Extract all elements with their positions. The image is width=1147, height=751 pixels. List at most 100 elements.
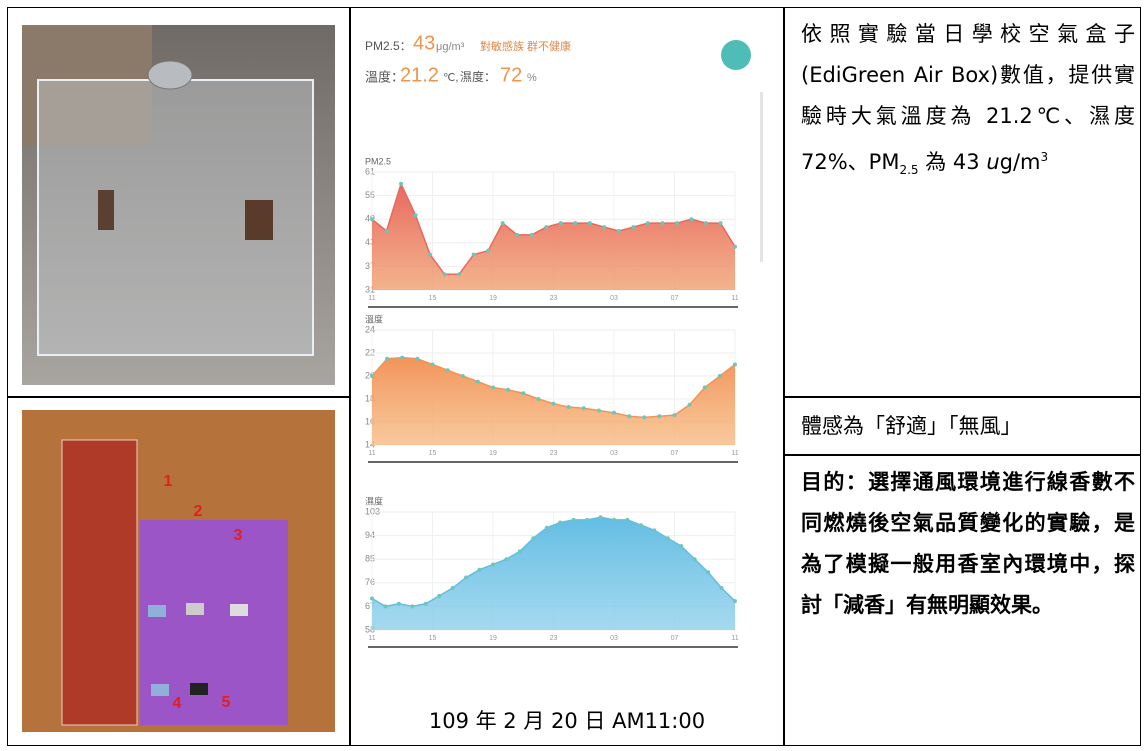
point [428,252,433,257]
header-text: 43 [413,32,435,54]
y-tick-label: 58 [365,624,375,634]
point [437,593,442,598]
x-tick-label: 23 [550,635,558,642]
cell [783,454,1141,746]
point [717,374,722,378]
x-tick-label: 03 [610,635,618,642]
point [719,586,724,591]
y-tick-label: 85 [365,554,375,564]
point [370,217,374,222]
x-tick-label: 15 [429,635,437,642]
point [616,229,621,233]
photo-number: 5 [222,694,231,711]
header-text: 濕度： [460,69,496,84]
y-tick-label: 55 [365,190,375,200]
x-tick-label: 19 [489,450,497,457]
point [733,599,737,604]
point [384,229,389,233]
point [733,244,737,249]
feeling: 體感為「舒適」「無風」 [801,414,1022,438]
point [571,517,576,522]
point [477,567,482,572]
y-tick-label: 31 [365,284,375,294]
point [430,362,435,367]
point [500,221,505,226]
point [566,405,571,410]
note-sup: 3 [1040,150,1049,164]
point [612,517,616,522]
y-tick-label: 18 [365,393,375,403]
point [718,221,723,226]
y-tick-label: 76 [365,577,375,587]
photo-number: 2 [194,503,203,520]
x-tick-label: 23 [550,450,558,457]
point [627,414,632,419]
x-tick-label: 11 [368,295,375,302]
point [385,356,390,361]
point [692,557,697,562]
point [471,252,476,257]
y-tick-label: 14 [365,439,375,449]
x-tick-label: 15 [429,450,437,457]
y-tick-label: 103 [365,506,380,516]
point [415,356,420,361]
point [551,401,556,406]
point [399,181,404,186]
chart-title: 溫度 [365,313,383,324]
point [529,232,534,237]
point [475,379,480,384]
x-tick-label: 11 [731,295,738,302]
area [372,517,735,630]
chart-title: 濕度 [365,495,383,506]
point [645,221,650,226]
point [396,601,401,606]
photo-clips [148,603,248,696]
point [413,213,418,218]
x-tick-label: 03 [610,295,618,302]
header-text: PM2.5： [365,39,412,53]
photo-number: 4 [173,695,182,712]
point [665,536,670,541]
y-tick-label: 94 [365,530,375,540]
globe-button [721,40,751,70]
header-text: μg/m³ [436,41,465,53]
point [598,515,603,520]
point [442,272,447,277]
y-tick-label: 37 [365,261,375,271]
point [536,397,541,401]
note-text: 依照實驗當日學校空氣盒子(EdiGreen Air Box)數值，提供實驗時大氣… [801,22,1135,174]
caption: 109 年 2 月 20 日 AM11:00 [428,709,706,733]
point [558,221,563,226]
note-sub: 2.5 [899,163,919,178]
y-tick-label: 49 [365,214,375,224]
header-text: % [527,72,537,84]
point [672,413,677,418]
header-text: 72 [500,64,522,86]
photo-number: 3 [234,527,243,544]
x-tick-label: 07 [671,635,679,642]
note-text: g/m [999,150,1041,174]
cell [7,7,351,398]
point [491,562,495,567]
cell [349,7,785,746]
point [573,221,578,226]
line [371,181,736,276]
point [558,520,563,525]
x-tick-label: 11 [731,450,738,457]
point [657,414,662,419]
x-tick-label: 19 [489,295,497,302]
point [423,601,428,606]
x-tick-label: 23 [550,295,558,302]
photo-wall [22,25,152,145]
cell [783,7,1141,398]
point [660,221,665,226]
point [687,402,692,407]
point [410,604,415,609]
point [702,385,707,390]
purpose: 目的：選擇通風環境進行線香數不同燃燒後空氣品質變化的實驗，是為了模擬一般用香室內… [801,470,1135,617]
y-tick-label: 16 [365,416,375,426]
x-tick-label: 11 [368,635,375,642]
y-tick-label: 24 [365,324,375,334]
